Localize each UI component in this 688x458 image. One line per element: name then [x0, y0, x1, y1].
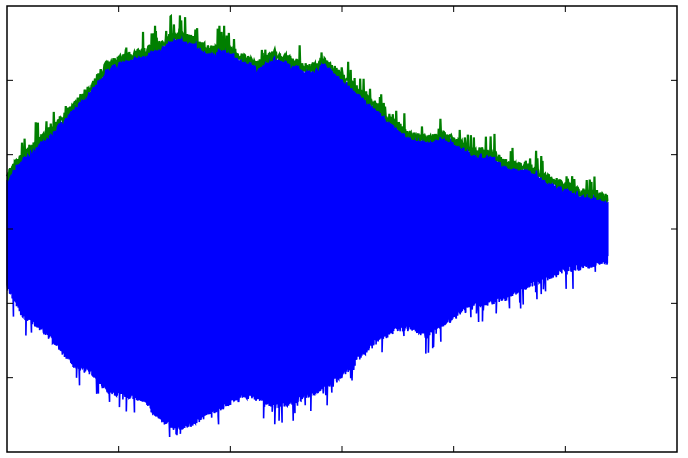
- envelope-layer: [5, 13, 609, 203]
- plot-frame: [6, 5, 678, 453]
- waveform-layer: [6, 18, 609, 438]
- upper-envelope-line: [5, 13, 609, 203]
- tick-layer: [7, 6, 677, 452]
- waveform-line: [6, 18, 609, 438]
